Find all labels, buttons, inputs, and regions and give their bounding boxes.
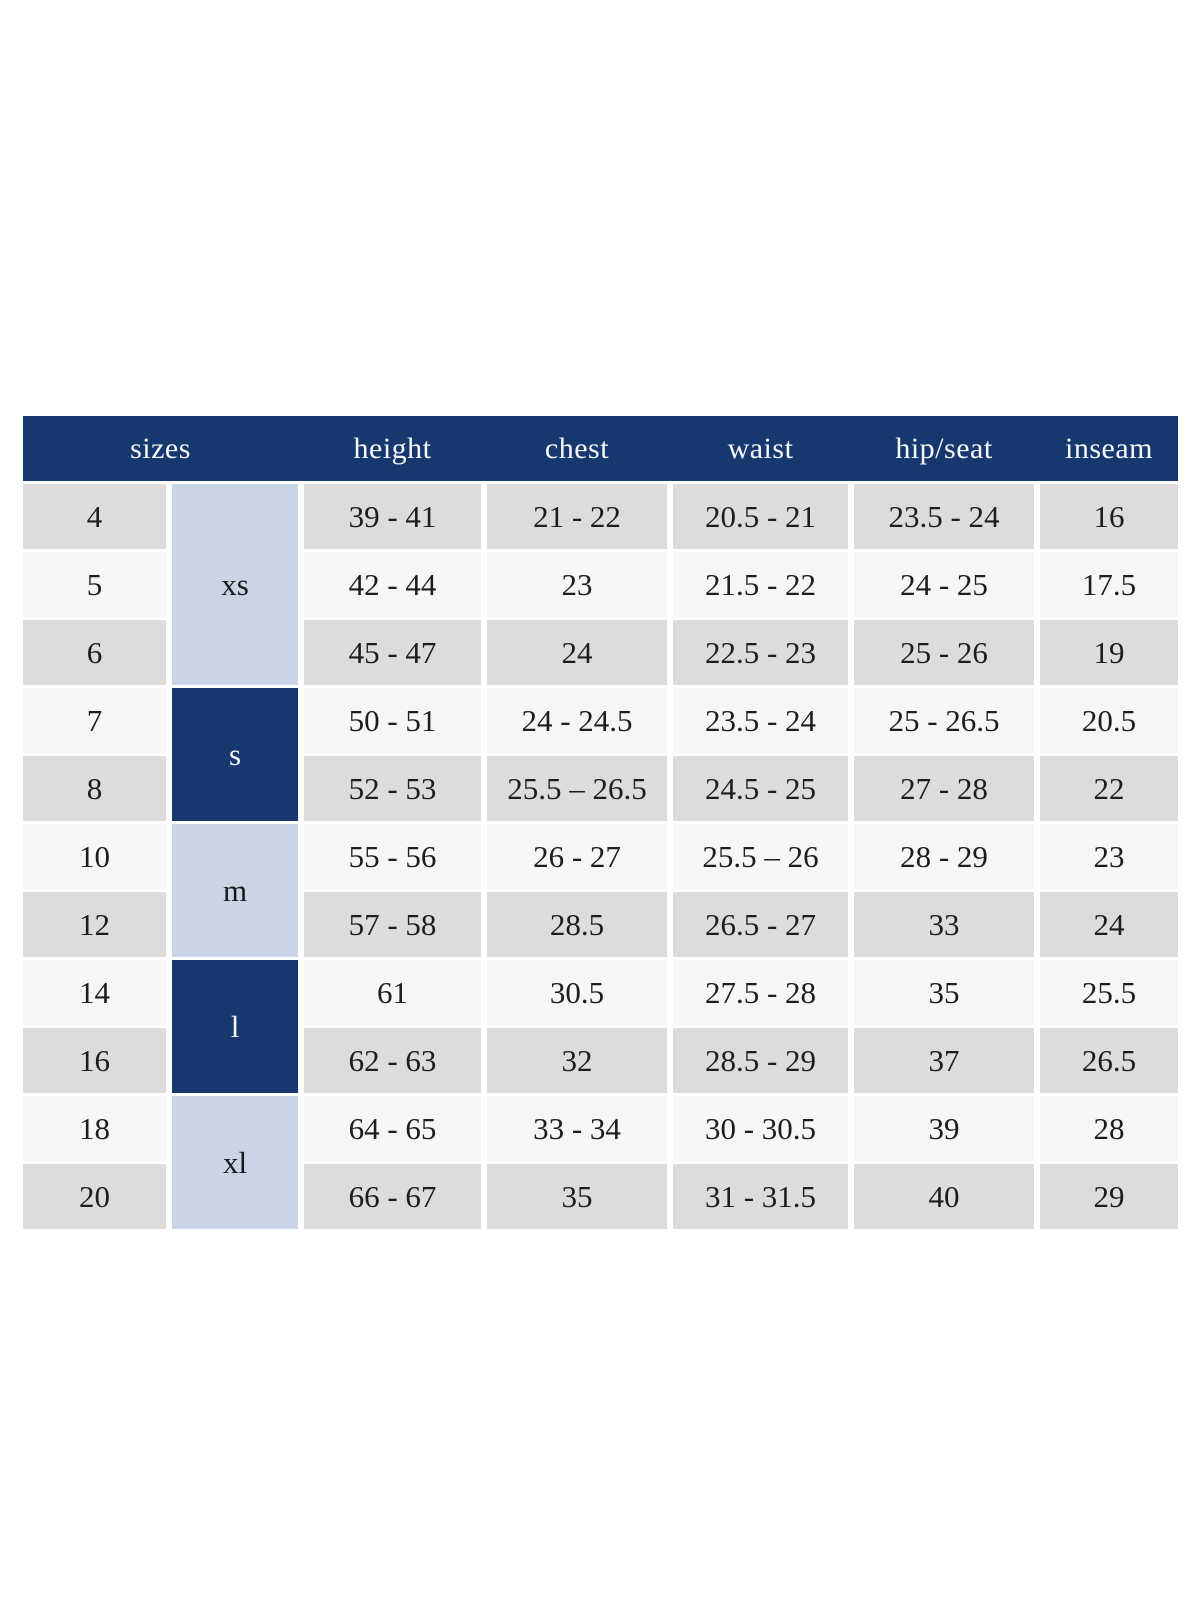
waist-cell: 28.5 - 29 bbox=[673, 1028, 848, 1093]
height-cell: 61 bbox=[304, 960, 481, 1025]
inseam-cell: 16 bbox=[1040, 484, 1178, 549]
height-cell: 50 - 51 bbox=[304, 688, 481, 753]
size-cell: 12 bbox=[23, 892, 166, 957]
column-header-waist: waist bbox=[727, 431, 794, 465]
chest-cell: 32 bbox=[487, 1028, 667, 1093]
height-cell: 39 - 41 bbox=[304, 484, 481, 549]
waist-cell: 20.5 - 21 bbox=[673, 484, 848, 549]
hip-seat-cell: 25 - 26 bbox=[854, 620, 1034, 685]
waist-cell: 24.5 - 25 bbox=[673, 756, 848, 821]
column-header-chest: chest bbox=[544, 431, 610, 465]
chest-cell: 24 - 24.5 bbox=[487, 688, 667, 753]
height-cell: 64 - 65 bbox=[304, 1096, 481, 1161]
waist-cell: 21.5 - 22 bbox=[673, 552, 848, 617]
waist-cell: 31 - 31.5 bbox=[673, 1164, 848, 1229]
hip-seat-cell: 28 - 29 bbox=[854, 824, 1034, 889]
chest-cell: 21 - 22 bbox=[487, 484, 667, 549]
chest-cell: 23 bbox=[487, 552, 667, 617]
inseam-cell: 29 bbox=[1040, 1164, 1178, 1229]
hip-seat-cell: 27 - 28 bbox=[854, 756, 1034, 821]
hip-seat-cell: 40 bbox=[854, 1164, 1034, 1229]
chest-cell: 24 bbox=[487, 620, 667, 685]
hip-seat-cell: 23.5 - 24 bbox=[854, 484, 1034, 549]
hip-seat-cell: 24 - 25 bbox=[854, 552, 1034, 617]
chest-cell: 28.5 bbox=[487, 892, 667, 957]
hip-seat-cell: 33 bbox=[854, 892, 1034, 957]
size-cell: 20 bbox=[23, 1164, 166, 1229]
chest-cell: 26 - 27 bbox=[487, 824, 667, 889]
size-cell: 18 bbox=[23, 1096, 166, 1161]
chest-cell: 30.5 bbox=[487, 960, 667, 1025]
table-body: xs s m l xl 4 39 - 41 21 - 22 20.5 - 21 … bbox=[23, 484, 1178, 1229]
hip-seat-cell: 35 bbox=[854, 960, 1034, 1025]
height-cell: 52 - 53 bbox=[304, 756, 481, 821]
size-cell: 8 bbox=[23, 756, 166, 821]
waist-cell: 23.5 - 24 bbox=[673, 688, 848, 753]
hip-seat-cell: 25 - 26.5 bbox=[854, 688, 1034, 753]
hip-seat-cell: 39 bbox=[854, 1096, 1034, 1161]
inseam-cell: 22 bbox=[1040, 756, 1178, 821]
height-cell: 66 - 67 bbox=[304, 1164, 481, 1229]
inseam-cell: 26.5 bbox=[1040, 1028, 1178, 1093]
chest-cell: 35 bbox=[487, 1164, 667, 1229]
column-header-inseam: inseam bbox=[1065, 431, 1153, 465]
column-header-sizes: sizes bbox=[130, 431, 191, 465]
size-group-cell-s: s bbox=[172, 688, 298, 821]
hip-seat-cell: 37 bbox=[854, 1028, 1034, 1093]
size-group-cell-m: m bbox=[172, 824, 298, 957]
height-cell: 57 - 58 bbox=[304, 892, 481, 957]
size-cell: 10 bbox=[23, 824, 166, 889]
size-cell: 5 bbox=[23, 552, 166, 617]
column-header-height: height bbox=[353, 431, 432, 465]
inseam-cell: 20.5 bbox=[1040, 688, 1178, 753]
column-header-hip-seat: hip/seat bbox=[895, 431, 993, 465]
waist-cell: 26.5 - 27 bbox=[673, 892, 848, 957]
inseam-cell: 25.5 bbox=[1040, 960, 1178, 1025]
size-group-cell-l: l bbox=[172, 960, 298, 1093]
size-chart-table: sizes height chest waist hip/seat inseam… bbox=[23, 416, 1178, 1229]
inseam-cell: 28 bbox=[1040, 1096, 1178, 1161]
size-group-cell-xl: xl bbox=[172, 1096, 298, 1229]
table-header-row: sizes height chest waist hip/seat inseam bbox=[23, 416, 1178, 481]
size-cell: 7 bbox=[23, 688, 166, 753]
size-cell: 6 bbox=[23, 620, 166, 685]
waist-cell: 27.5 - 28 bbox=[673, 960, 848, 1025]
size-cell: 4 bbox=[23, 484, 166, 549]
size-cell: 16 bbox=[23, 1028, 166, 1093]
inseam-cell: 17.5 bbox=[1040, 552, 1178, 617]
height-cell: 42 - 44 bbox=[304, 552, 481, 617]
chest-cell: 25.5 – 26.5 bbox=[487, 756, 667, 821]
height-cell: 45 - 47 bbox=[304, 620, 481, 685]
inseam-cell: 19 bbox=[1040, 620, 1178, 685]
height-cell: 62 - 63 bbox=[304, 1028, 481, 1093]
height-cell: 55 - 56 bbox=[304, 824, 481, 889]
chest-cell: 33 - 34 bbox=[487, 1096, 667, 1161]
waist-cell: 30 - 30.5 bbox=[673, 1096, 848, 1161]
waist-cell: 25.5 – 26 bbox=[673, 824, 848, 889]
inseam-cell: 24 bbox=[1040, 892, 1178, 957]
waist-cell: 22.5 - 23 bbox=[673, 620, 848, 685]
inseam-cell: 23 bbox=[1040, 824, 1178, 889]
size-group-cell-xs: xs bbox=[172, 484, 298, 685]
size-cell: 14 bbox=[23, 960, 166, 1025]
